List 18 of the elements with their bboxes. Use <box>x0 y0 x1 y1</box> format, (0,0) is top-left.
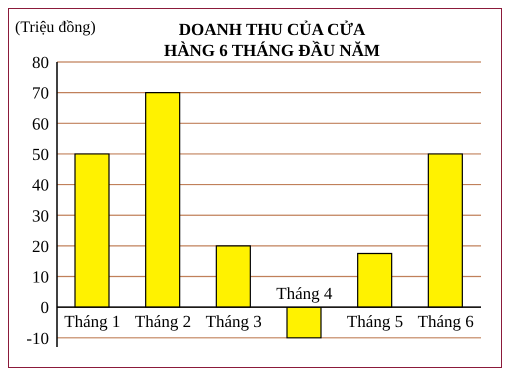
y-tick-label: -10 <box>26 328 49 348</box>
x-tick-label: Tháng 5 <box>346 312 404 332</box>
y-tick-label: 0 <box>40 298 49 318</box>
y-tick-label: 30 <box>32 206 49 226</box>
x-tick-label: Tháng 6 <box>418 312 474 332</box>
y-axis-title: (Triệu đồng) <box>15 19 96 37</box>
y-tick-label: 50 <box>32 144 49 164</box>
y-tick-label: 70 <box>32 84 49 103</box>
x-tick-label: Tháng 1 <box>64 312 120 332</box>
chart-title: DOANH THU CỦA CỬA HÀNG 6 THÁNG ĐẦU NĂM <box>163 19 381 61</box>
y-tick-label: 60 <box>32 114 49 134</box>
x-tick-label: Tháng 3 <box>206 312 262 332</box>
y-tick-label: 10 <box>32 268 49 287</box>
y-tick-label: 80 <box>32 53 49 72</box>
x-tick-label: Tháng 2 <box>134 312 192 332</box>
y-tick-label: 20 <box>32 236 49 256</box>
x-tick-label: Tháng 4 <box>276 284 333 304</box>
y-tick-label: 40 <box>32 176 49 195</box>
